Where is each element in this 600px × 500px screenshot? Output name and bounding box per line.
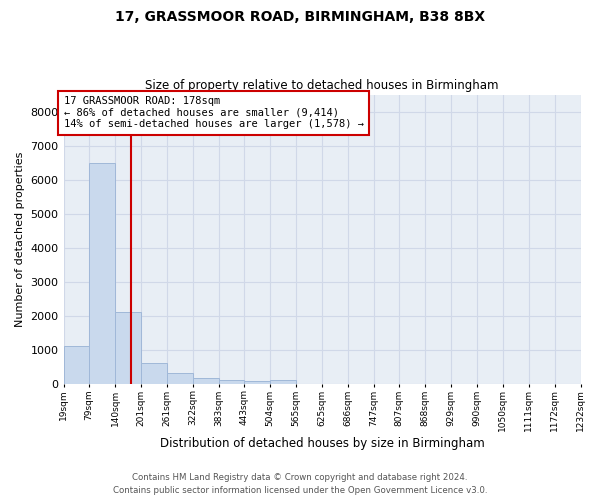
Bar (141, 362, 167, 384)
Title: Size of property relative to detached houses in Birmingham: Size of property relative to detached ho… (145, 79, 499, 92)
Bar (218, 380, 244, 384)
Bar (64, 346, 89, 384)
Y-axis label: Number of detached properties: Number of detached properties (15, 152, 25, 327)
Text: 17, GRASSMOOR ROAD, BIRMINGHAM, B38 8BX: 17, GRASSMOOR ROAD, BIRMINGHAM, B38 8BX (115, 10, 485, 24)
Bar (270, 380, 296, 384)
Bar (244, 382, 270, 384)
Bar (193, 378, 218, 384)
Text: Contains HM Land Registry data © Crown copyright and database right 2024.
Contai: Contains HM Land Registry data © Crown c… (113, 474, 487, 495)
Text: 17 GRASSMOOR ROAD: 178sqm
← 86% of detached houses are smaller (9,414)
14% of se: 17 GRASSMOOR ROAD: 178sqm ← 86% of detac… (64, 96, 364, 130)
Bar (89, 162, 115, 384)
X-axis label: Distribution of detached houses by size in Birmingham: Distribution of detached houses by size … (160, 437, 484, 450)
Bar (167, 372, 193, 384)
Bar (115, 312, 141, 384)
